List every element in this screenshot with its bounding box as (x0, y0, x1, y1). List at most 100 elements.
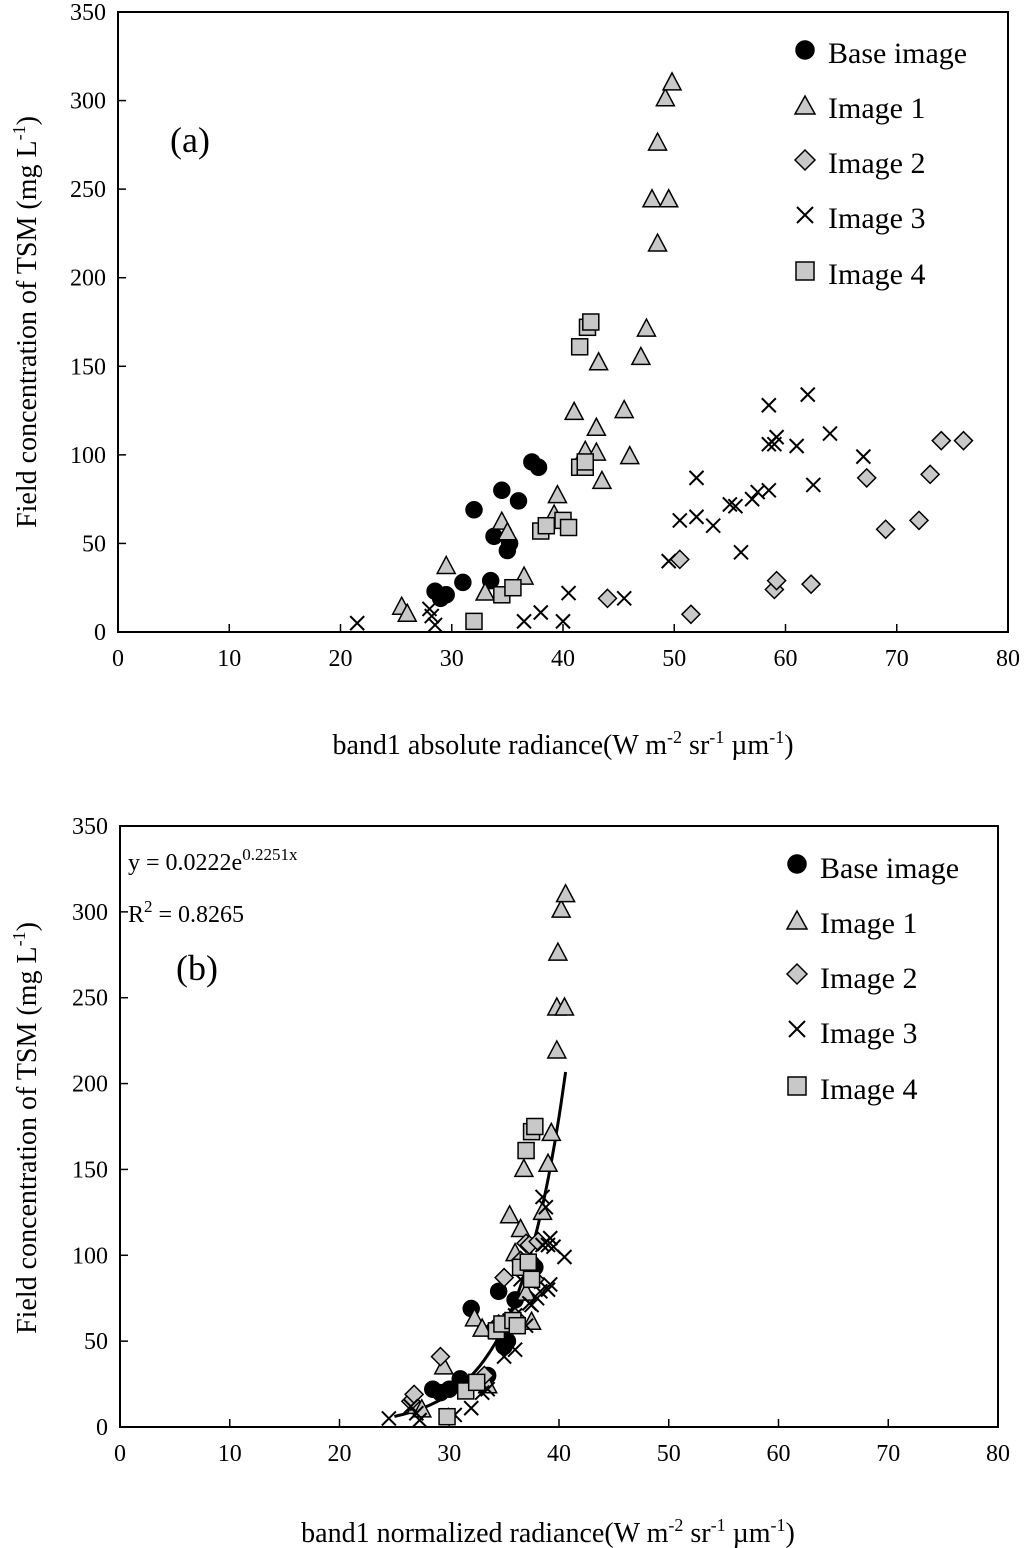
data-points-a (349, 71, 974, 633)
legend-marker-x (788, 1020, 806, 1038)
panel-b: 0 10 20 30 40 50 60 70 80 050100150200250300350 … (9, 814, 1010, 1548)
data-point-image-4 (519, 1253, 538, 1271)
data-point-image-4 (504, 578, 522, 597)
legend-marker-triangle (785, 909, 809, 930)
y-tick-label: 0 (94, 620, 106, 646)
legend-label: Image 1 (820, 907, 917, 940)
data-point-image-3 (768, 429, 785, 445)
data-point-image-1 (647, 131, 668, 151)
data-point-image-3 (496, 1348, 512, 1365)
data-point-image-3 (688, 509, 705, 525)
data-point-image-3 (556, 1249, 573, 1265)
data-point-image-3 (507, 1342, 523, 1358)
data-point-image-1 (641, 188, 663, 208)
data-point-image-1 (541, 1121, 562, 1142)
x-tick-label: 30 (437, 1441, 461, 1467)
data-point-image-3 (805, 477, 822, 493)
data-point-image-3 (540, 1281, 556, 1298)
y-tick-label: 50 (84, 1329, 108, 1355)
data-point-image-2 (908, 510, 930, 531)
data-point-image-4 (438, 1407, 456, 1426)
data-point-image-4 (465, 612, 483, 631)
data-point-base-image (509, 492, 528, 510)
data-point-image-1 (591, 469, 613, 490)
data-point-image-4 (522, 1270, 541, 1289)
legend-item-image-4: Image 4 (795, 258, 925, 291)
data-point-image-1 (547, 941, 569, 961)
data-point-image-4 (559, 518, 578, 537)
data-point-image-2 (931, 430, 952, 451)
data-point-image-4 (467, 1373, 486, 1392)
equation-label: y = 0.0222e0.2251x (128, 845, 298, 876)
legend-item-image-2: Image 2 (785, 962, 917, 995)
data-point-image-1 (471, 1317, 493, 1337)
data-point-image-3 (534, 1189, 551, 1205)
data-point-image-3 (411, 1412, 428, 1428)
y-axis-title-b: Field concentration of TSM (mg L-1) (9, 922, 43, 1334)
x-tick-label: 20 (329, 646, 353, 672)
legend-a: Base image Image 1 Image 2 Image 3 Image… (793, 37, 967, 291)
data-point-image-3 (555, 613, 571, 630)
data-point-image-2 (856, 467, 877, 488)
y-tick-label: 100 (70, 443, 106, 469)
data-point-image-3 (560, 585, 577, 601)
data-point-image-4 (526, 1117, 544, 1136)
data-point-image-4 (508, 1316, 527, 1335)
legend-marker-diamond (793, 148, 817, 172)
data-point-image-3 (516, 613, 532, 630)
data-point-image-3 (733, 544, 749, 560)
data-point-image-1 (630, 345, 652, 366)
x-tick-label: 30 (440, 646, 464, 672)
data-point-image-3 (349, 615, 365, 631)
x-tick-label: 0 (112, 646, 124, 672)
data-point-image-1 (497, 521, 518, 541)
data-point-image-3 (672, 512, 688, 529)
data-point-image-1 (547, 483, 568, 504)
data-points-b (381, 883, 576, 1428)
data-point-image-3 (822, 425, 838, 442)
x-tick-label: 20 (328, 1441, 352, 1467)
data-point-image-3 (800, 386, 816, 403)
data-point-base-image (529, 458, 548, 477)
data-point-image-3 (688, 470, 705, 486)
legend-item-image-1: Image 1 (793, 92, 925, 125)
y-tick-label: 100 (72, 1243, 108, 1269)
legend-b: Base image Image 1 Image 2 Image 3 Image… (785, 852, 959, 1106)
data-point-base-image (489, 1282, 508, 1301)
data-point-image-1 (550, 898, 572, 918)
panel-a: 0 10 20 30 40 50 60 70 80 050100150200250300350 … (9, 0, 1020, 761)
data-point-image-3 (727, 498, 744, 514)
data-point-image-1 (499, 1204, 520, 1224)
data-point-image-2 (597, 588, 618, 609)
data-point-image-1 (537, 1152, 559, 1173)
data-point-image-1 (586, 416, 607, 437)
data-point-image-1 (554, 996, 575, 1016)
y-tick-label: 350 (72, 814, 108, 840)
data-point-image-4 (537, 516, 556, 535)
x-tick-label: 50 (662, 646, 686, 672)
x-axis-title-b: band1 normalized radiance(W m-2 sr-1 µm-… (301, 1515, 795, 1548)
y-tick-label: 250 (72, 986, 108, 1012)
x-tick-label: 40 (547, 1441, 571, 1467)
data-point-image-3 (744, 491, 760, 507)
data-point-image-1 (655, 87, 676, 107)
x-tick-label: 60 (774, 646, 798, 672)
x-tick-label: 80 (996, 646, 1020, 672)
legend-item-image-4: Image 4 (787, 1073, 917, 1106)
data-point-image-3 (427, 617, 443, 633)
data-point-image-3 (660, 553, 677, 569)
x-tick-label: 10 (217, 646, 241, 672)
legend-label: Image 3 (820, 1017, 917, 1050)
x-axis-title-a: band1 absolute radiance(W m-2 sr-1 µm-1) (332, 727, 793, 761)
legend-label: Image 4 (828, 258, 925, 291)
data-point-image-2 (801, 574, 822, 595)
data-point-image-1 (397, 602, 418, 623)
legend-marker-circle (795, 40, 815, 60)
data-point-image-4 (517, 1141, 535, 1160)
data-point-image-1 (435, 554, 457, 575)
legend-marker-square (787, 1076, 807, 1096)
data-point-image-3 (463, 1400, 479, 1416)
legend-marker-diamond (785, 962, 809, 986)
data-point-image-2 (766, 570, 787, 591)
y-axis-title-a: Field concentration of TSM (mg L-1) (9, 116, 43, 528)
